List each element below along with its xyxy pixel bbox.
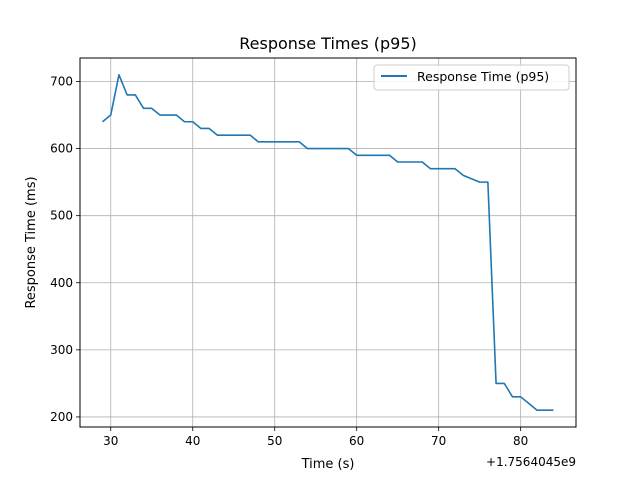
x-tick-label: 30 — [103, 434, 118, 448]
y-axis-ticks: 200 300 400 500 600 700 — [50, 74, 80, 424]
legend: Response Time (p95) — [373, 64, 570, 91]
series-layer — [102, 73, 554, 412]
legend-label-response-time: Response Time (p95) — [417, 69, 549, 84]
y-tick-label: 600 — [50, 142, 73, 156]
x-axis-label: Time (s) — [301, 457, 355, 472]
y-tick-label: 300 — [50, 343, 73, 357]
y-tick-label: 500 — [50, 209, 73, 223]
x-tick-label: 40 — [185, 434, 200, 448]
y-tick-label: 700 — [50, 74, 73, 88]
plot-frame — [79, 57, 577, 428]
x-tick-label: 60 — [349, 434, 364, 448]
chart-title: Response Times (p95) — [239, 34, 417, 53]
legend-box — [373, 64, 570, 91]
x-tick-label: 50 — [267, 434, 282, 448]
y-axis-label: Response Time (ms) — [24, 176, 39, 308]
x-tick-label: 70 — [431, 434, 446, 448]
y-tick-label: 200 — [50, 410, 73, 424]
x-tick-label: 80 — [513, 434, 528, 448]
x-axis-ticks: 30 40 50 60 70 80 — [103, 427, 528, 448]
series-line-response-time — [102, 73, 554, 412]
x-axis-offset-label: +1.7564045e9 — [486, 455, 576, 469]
y-tick-label: 400 — [50, 276, 73, 290]
